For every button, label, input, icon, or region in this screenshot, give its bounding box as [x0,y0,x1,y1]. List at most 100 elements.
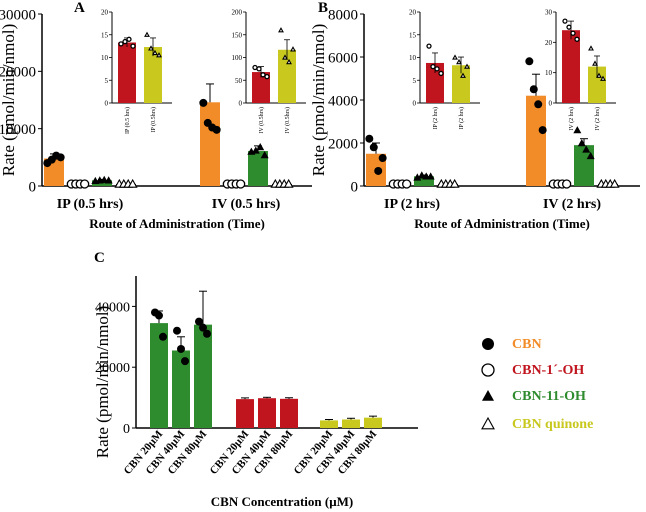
x-category-label: IV (0.5 hrs) [212,197,281,212]
point-marker [212,125,221,134]
point-marker [199,323,207,332]
bar [364,417,382,428]
inset-y-tick-label: 5 [413,77,417,85]
point-marker [413,173,422,181]
point-marker [452,54,458,60]
point-marker [195,317,203,326]
point-marker [378,154,387,163]
legend-entry: CBN quinone [512,417,593,432]
inset-y-tick-label: 15 [409,31,417,39]
point-marker [460,72,466,78]
point-marker [290,46,296,52]
y-axis-title: Rate (pmol/min/nmol) [309,24,328,177]
point-marker [56,153,65,162]
inset-bar [144,47,162,103]
inset-y-tick-label: 0 [413,100,417,108]
y-tick-label: 6000 [328,50,358,66]
point-marker [181,357,189,366]
point-marker [430,63,436,70]
inset-bar [118,42,136,103]
point-marker [256,66,262,72]
inset-y-tick-label: 0 [105,100,109,108]
point-marker [481,416,495,430]
y-axis-title: Rate (pmol/min/nmol) [0,24,18,177]
y-tick-label: 0 [351,179,359,195]
legend: CBN CBN-1´-OH CBN-11-OH CBN quinone [481,337,593,432]
inset-y-tick-label: 10 [545,69,553,77]
point-marker [374,166,383,175]
point-marker [482,338,494,350]
point-marker [600,75,606,81]
point-marker [562,18,568,24]
point-marker [236,179,246,189]
y-tick-label: 40000 [95,300,130,315]
point-marker [152,49,158,56]
point-marker [481,363,495,377]
inset-bar [278,49,296,103]
inset-y-tick-label: 10 [101,54,109,62]
panel-C: 0 20000 40000 C Rate (pmol/min/nmol) CBN Conc… [93,250,418,509]
point-marker [566,24,572,30]
bar [280,398,298,428]
inset-x-label: IP (0.5 hrs) [124,107,131,134]
point-marker [104,176,113,184]
point-marker [278,27,284,33]
point-marker [118,41,124,47]
x-category-label: IV (2 hrs) [543,197,601,212]
panel-label: C [94,250,105,266]
point-marker [203,329,211,338]
point-marker [434,66,440,72]
inset-y-tick-label: 0 [549,100,553,108]
bar [150,323,168,428]
bar [526,95,546,186]
point-marker [173,326,181,335]
y-tick-label: 10000 [0,122,36,138]
point-marker [127,178,138,188]
x-category-label: IP (0.5 hrs) [57,197,124,212]
point-marker [426,172,435,180]
inset-y-tick-label: 15 [101,31,109,39]
point-marker [482,390,494,401]
inset-bar [452,65,470,103]
point-marker [126,36,132,42]
point-marker [199,98,208,107]
inset-chart: 0 50 100 150 200 IV (0.5hrs) IV (0.5hrs) [232,9,306,134]
point-marker [464,63,470,69]
legend-entry: CBN-1´-OH [512,363,584,378]
bar [194,324,212,428]
inset-chart: 0 10 20 30 IV (2 hrs) IV (2 hrs) [545,9,616,131]
point-marker [177,344,185,353]
x-category-label: IP (2 hrs) [384,197,440,212]
panel-label: B [318,0,328,16]
panel-label: A [74,0,85,16]
point-marker [283,178,294,188]
inset-y-tick-label: 0 [239,100,243,108]
bar [320,420,338,428]
point-marker [369,143,378,152]
inset-y-tick-label: 5 [105,77,109,85]
inset-chart: 0 5 10 15 20 IP (0.5 hrs) IP (0.5hrs) [101,9,172,134]
y-axis-title: Rate (pmol/min/nmol) [93,306,112,459]
point-marker [525,57,534,66]
inset-x-label: IP (2 hrs) [458,107,465,129]
point-marker [122,38,128,45]
point-marker [148,45,154,51]
inset-y-tick-label: 20 [545,39,553,47]
point-marker [573,126,582,134]
point-marker [586,151,595,160]
point-marker [264,73,270,80]
point-marker [260,151,269,159]
inset-y-tick-label: 20 [101,9,109,17]
point-marker [417,171,426,179]
bar [258,398,276,428]
x-axis-title: Route of Administration (Time) [89,216,265,231]
y-tick-label: 0 [123,422,130,437]
inset-bar [562,30,580,104]
inset-x-label: IP (2 hrs) [432,107,439,129]
inset-y-tick-label: 20 [409,9,417,17]
point-marker [574,36,580,42]
point-marker [438,70,444,77]
point-marker [155,311,163,320]
